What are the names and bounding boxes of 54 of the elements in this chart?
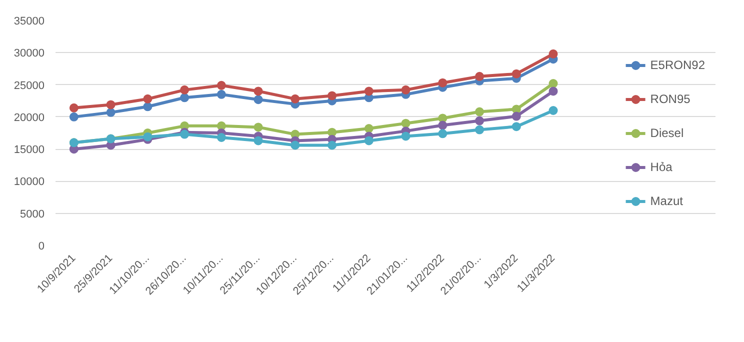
point — [290, 140, 300, 150]
point — [216, 133, 226, 142]
y-tick-label: 0 — [38, 240, 45, 252]
point — [401, 118, 410, 128]
point — [216, 80, 226, 90]
point — [254, 86, 263, 96]
point — [438, 120, 448, 130]
y-tick-label: 25000 — [14, 80, 45, 92]
point — [143, 94, 152, 104]
y-tick-label: 20000 — [14, 112, 45, 124]
point — [254, 122, 263, 132]
legend-label: RON95 — [650, 92, 690, 106]
point — [512, 69, 521, 78]
point — [438, 78, 448, 88]
point — [364, 124, 374, 133]
point — [254, 95, 263, 104]
point — [475, 116, 484, 126]
point — [69, 103, 78, 112]
point — [106, 108, 116, 117]
point — [438, 129, 448, 138]
point — [290, 94, 300, 104]
legend-label: Hỏa — [650, 160, 672, 174]
y-tick-label: 10000 — [14, 176, 45, 188]
point — [216, 90, 226, 99]
point — [401, 85, 410, 94]
point — [548, 79, 558, 88]
point — [364, 86, 374, 96]
point — [475, 125, 484, 134]
legend-label: Mazut — [650, 194, 683, 208]
point — [180, 93, 190, 102]
point — [548, 106, 558, 115]
point — [548, 86, 558, 96]
point — [548, 49, 558, 58]
point — [475, 72, 484, 81]
point — [180, 85, 190, 94]
point — [512, 122, 521, 132]
point — [143, 132, 152, 142]
point — [254, 136, 263, 146]
y-tick-label: 35000 — [14, 16, 45, 28]
point — [328, 91, 337, 100]
legend-label: Diesel — [650, 126, 684, 140]
point — [512, 112, 521, 121]
y-tick-label: 5000 — [20, 208, 45, 220]
legend-label: E5RON92 — [650, 58, 705, 72]
y-tick-label: 30000 — [14, 48, 45, 60]
point — [216, 121, 226, 130]
y-tick-label: 15000 — [14, 144, 45, 156]
point — [401, 132, 410, 141]
point — [328, 140, 337, 150]
point — [143, 102, 152, 112]
point — [364, 136, 374, 146]
point — [106, 100, 116, 110]
point — [475, 107, 484, 116]
point — [69, 112, 78, 122]
